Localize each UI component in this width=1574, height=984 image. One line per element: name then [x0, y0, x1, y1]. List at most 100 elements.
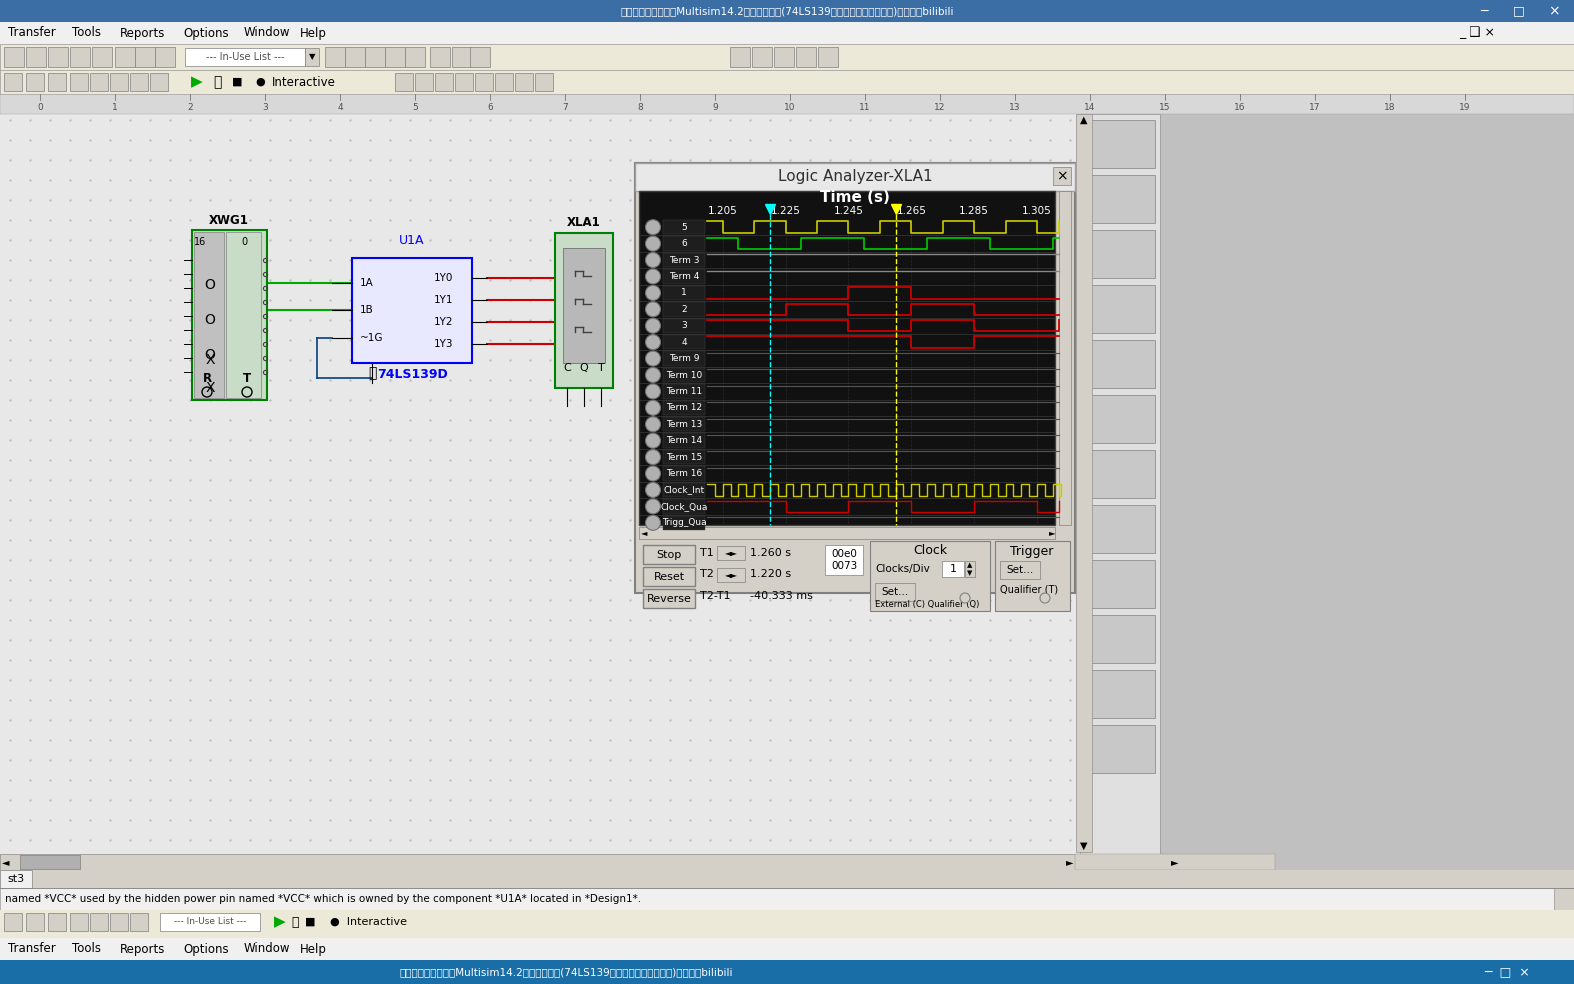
- Text: ▼: ▼: [309, 52, 315, 61]
- Text: Trigg_Qua: Trigg_Qua: [661, 519, 707, 527]
- Text: Term 13: Term 13: [666, 420, 702, 429]
- Bar: [718, 546, 745, 560]
- Circle shape: [645, 269, 661, 284]
- Text: -40.333 ms: -40.333 ms: [749, 591, 812, 601]
- Circle shape: [645, 433, 661, 448]
- Bar: [0, 22, 1574, 44]
- Text: 12: 12: [935, 102, 946, 111]
- Text: 计算机仿真电子技术Multisim14.2组合逻辑电路(74LS139二线到四线译码器仿真)哔哩哔哩bilibili: 计算机仿真电子技术Multisim14.2组合逻辑电路(74LS139二线到四线…: [620, 6, 954, 16]
- Text: 1.265: 1.265: [896, 206, 926, 216]
- Bar: [0, 94, 1574, 114]
- Text: 1Y3: 1Y3: [434, 339, 453, 349]
- Bar: [0, 44, 1574, 70]
- Text: Set...: Set...: [881, 587, 908, 597]
- Text: Stop: Stop: [656, 549, 682, 560]
- Text: ◄►: ◄►: [724, 571, 738, 580]
- Text: ▼: ▼: [968, 570, 973, 576]
- Text: T2-T1: T2-T1: [700, 591, 730, 601]
- Text: T: T: [242, 372, 252, 385]
- Text: Clock_Int: Clock_Int: [663, 485, 705, 494]
- Bar: [405, 47, 425, 67]
- Bar: [556, 233, 612, 388]
- Bar: [1084, 175, 1155, 223]
- Bar: [27, 47, 46, 67]
- Circle shape: [645, 335, 661, 349]
- Bar: [0, 114, 1080, 854]
- Text: 9: 9: [711, 102, 718, 111]
- Circle shape: [645, 516, 661, 530]
- Circle shape: [960, 593, 970, 603]
- Bar: [90, 913, 109, 931]
- Text: st3: st3: [8, 874, 25, 884]
- Bar: [69, 73, 88, 91]
- Bar: [115, 47, 135, 67]
- Bar: [1077, 114, 1092, 852]
- Text: XWG1: XWG1: [209, 214, 249, 226]
- Bar: [91, 47, 112, 67]
- Circle shape: [1040, 593, 1050, 603]
- Bar: [416, 73, 433, 91]
- Bar: [1084, 670, 1155, 718]
- Bar: [386, 47, 405, 67]
- Text: Trigger: Trigger: [1011, 544, 1053, 558]
- Bar: [663, 516, 705, 530]
- Bar: [563, 248, 604, 363]
- Text: ▼: ▼: [1080, 841, 1088, 851]
- Text: 2: 2: [187, 102, 192, 111]
- Text: Help: Help: [301, 27, 327, 39]
- Text: named *VCC* used by the hidden power pin named *VCC* which is owned by the compo: named *VCC* used by the hidden power pin…: [5, 894, 641, 904]
- Bar: [475, 73, 493, 91]
- Bar: [0, 888, 1554, 910]
- Bar: [634, 163, 1075, 191]
- Text: 13: 13: [1009, 102, 1022, 111]
- Text: 1.205: 1.205: [708, 206, 738, 216]
- Text: ~1G: ~1G: [360, 333, 384, 343]
- Bar: [192, 230, 268, 400]
- Text: 6: 6: [486, 102, 493, 111]
- Text: Term 15: Term 15: [666, 453, 702, 461]
- Bar: [663, 450, 705, 464]
- Bar: [324, 47, 345, 67]
- Text: Reports: Reports: [120, 27, 165, 39]
- Text: 1.285: 1.285: [959, 206, 988, 216]
- Bar: [639, 191, 1055, 525]
- Bar: [663, 483, 705, 497]
- Circle shape: [645, 219, 661, 235]
- Bar: [535, 73, 552, 91]
- Bar: [90, 73, 109, 91]
- Bar: [430, 47, 450, 67]
- Text: 1Y0: 1Y0: [434, 273, 453, 283]
- Text: ×: ×: [1056, 169, 1067, 183]
- Text: 6: 6: [682, 239, 686, 248]
- Bar: [663, 368, 705, 382]
- Text: 1B: 1B: [360, 305, 373, 315]
- Text: □: □: [1513, 5, 1525, 18]
- Bar: [27, 73, 44, 91]
- Text: Reverse: Reverse: [647, 593, 691, 603]
- Bar: [663, 466, 705, 481]
- Circle shape: [645, 236, 661, 251]
- Text: 10: 10: [784, 102, 796, 111]
- Text: 1A: 1A: [360, 278, 373, 288]
- Bar: [0, 870, 1574, 888]
- Bar: [818, 47, 837, 67]
- Text: 11: 11: [859, 102, 870, 111]
- Text: 0: 0: [241, 237, 247, 247]
- Text: 1.305: 1.305: [1022, 206, 1051, 216]
- Text: Interactive: Interactive: [272, 76, 335, 89]
- Text: ►: ►: [1048, 528, 1055, 537]
- Text: XLA1: XLA1: [567, 216, 601, 229]
- Text: ►: ►: [1171, 857, 1179, 867]
- Text: ▲: ▲: [968, 562, 973, 568]
- Text: 7: 7: [562, 102, 568, 111]
- Text: Window: Window: [244, 27, 291, 39]
- Text: ▶: ▶: [190, 75, 203, 90]
- Bar: [20, 855, 80, 869]
- Bar: [395, 73, 412, 91]
- Text: Clock_Qua: Clock_Qua: [661, 502, 708, 511]
- Bar: [663, 384, 705, 399]
- Text: 0: 0: [38, 102, 42, 111]
- Text: 1: 1: [949, 564, 957, 574]
- Bar: [5, 47, 24, 67]
- Bar: [663, 499, 705, 514]
